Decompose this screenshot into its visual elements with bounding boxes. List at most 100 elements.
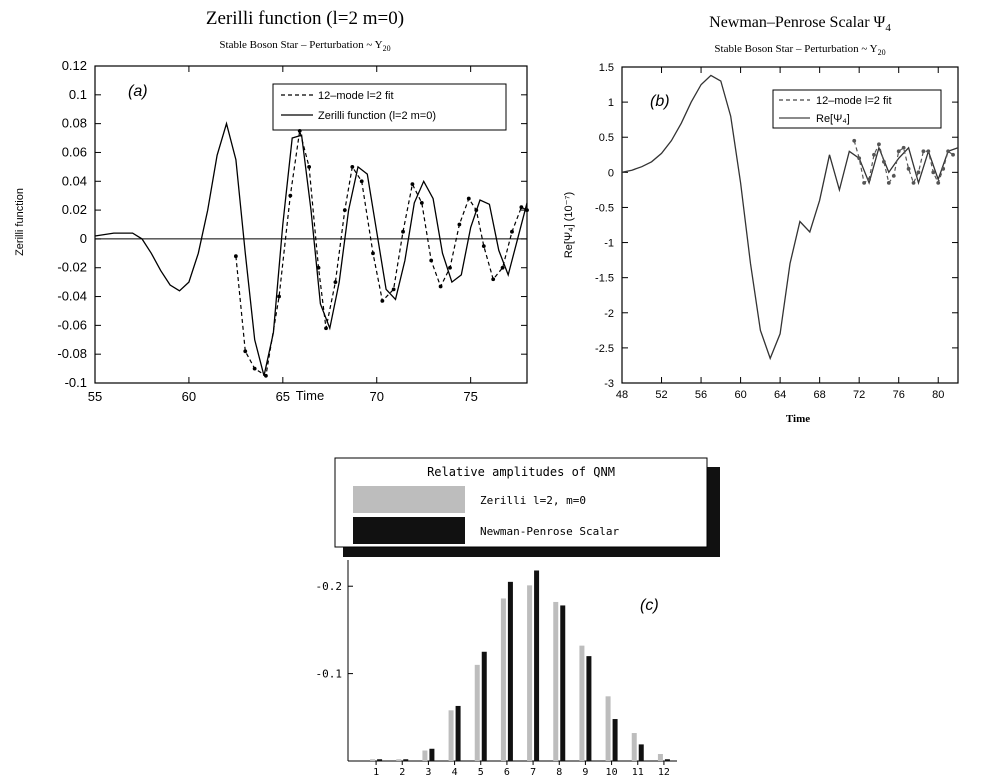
panel-b-fit-point xyxy=(901,145,906,150)
panel-b-x-tick-label: 60 xyxy=(734,389,746,401)
panel-a-fit-point xyxy=(429,258,434,263)
panel-a-y-tick-label: 0.02 xyxy=(62,202,87,217)
panel-c-x-tick-label: 1 xyxy=(373,767,379,778)
panel-a-fit-point xyxy=(525,208,529,212)
panel-c-legend-zerilli-label: Zerilli l=2, m=0 xyxy=(480,494,586,507)
panel-c-x-tick-label: 8 xyxy=(556,767,562,778)
panel-a-fit-point xyxy=(316,265,321,270)
panel-b-y-tick-label: -2.5 xyxy=(595,343,614,355)
panel-c-legend-title: Relative amplitudes of QNM xyxy=(427,465,615,479)
panel-b-legend-fit-label: 12–mode l=2 fit xyxy=(816,95,892,107)
panel-a-fit-point xyxy=(307,164,312,169)
panel-a-y-tick-label: 0.12 xyxy=(62,58,87,73)
panel-a-fit-point xyxy=(419,200,424,205)
panel-a-y-tick-label: 0.04 xyxy=(62,173,87,188)
panel-a-legend-fit-label: 12–mode l=2 fit xyxy=(318,90,394,102)
panel-c-bar-zerilli xyxy=(553,601,559,761)
panel-a-fit-point xyxy=(401,229,405,234)
panel-a-series-main-line xyxy=(94,121,528,376)
panel-c-x-tick-label: 2 xyxy=(399,767,405,778)
panel-c-legend-np-label: Newman-Penrose Scalar xyxy=(480,525,619,538)
panel-c-bar-zerilli xyxy=(631,733,637,761)
panel-c-bar-newman-penrose xyxy=(534,570,540,761)
panel-b-y-axis-label: Re[Ψ₄] (10⁻⁷) xyxy=(563,192,575,258)
panel-a-fit-point xyxy=(474,208,479,212)
panel-a-plot-frame xyxy=(94,65,528,384)
panel-a-fit-point xyxy=(288,193,293,198)
panel-b-y-tick-label: -1 xyxy=(604,238,614,250)
panel-a-x-tick-label: 70 xyxy=(370,389,384,404)
panel-c-bar-newman-penrose xyxy=(612,719,618,761)
panel-a-fit-point xyxy=(457,222,462,227)
panel-b-series-fit-line xyxy=(853,140,954,185)
panel-a-fit-point xyxy=(252,366,257,371)
panel-b-fit-point xyxy=(951,152,955,157)
panel-c-bar-zerilli xyxy=(527,585,533,761)
panel-a-y-tick-label: -0.06 xyxy=(57,317,87,332)
panel-c-bar-zerilli xyxy=(396,759,402,761)
panel-b-y-tick-label: 0.5 xyxy=(599,132,614,144)
panel-b-fit-point xyxy=(877,142,881,147)
panel-a-fit-point xyxy=(277,294,281,299)
panel-b-plot-frame xyxy=(621,66,959,384)
panel-b-fit-point xyxy=(936,180,941,185)
panel-b-x-tick-label: 80 xyxy=(932,389,944,401)
panel-a-y-axis-label: Zerilli function xyxy=(14,188,26,256)
panel-b-fit-point xyxy=(941,166,946,171)
panel-b-title: Newman–Penrose Scalar Ψ4 xyxy=(709,14,891,34)
panel-b-fit-point xyxy=(906,166,911,171)
panel-c-bar-newman-penrose xyxy=(638,744,644,761)
panel-a-fit-point xyxy=(297,128,302,133)
panel-a-fit-point xyxy=(324,326,328,331)
panel-b-fit-point xyxy=(862,180,867,185)
panel-c-x-tick-label: 3 xyxy=(425,767,431,778)
panel-b-y-tick-label: -2 xyxy=(604,308,614,320)
panel-a-x-tick-label: 55 xyxy=(88,389,102,404)
panel-c-bar-zerilli xyxy=(657,754,663,761)
panel-c-bar-newman-penrose xyxy=(481,651,487,761)
panel-b-x-tick-label: 76 xyxy=(893,389,905,401)
panel-b-x-tick-label: 72 xyxy=(853,389,865,401)
panel-b-y-tick-label: -1.5 xyxy=(595,273,614,285)
panel-a-y-tick-label: -0.08 xyxy=(57,346,87,361)
panel-a-x-tick-label: 65 xyxy=(276,389,290,404)
panel-a-y-tick-label: 0.1 xyxy=(69,87,87,102)
panel-b-series-main-line xyxy=(621,74,959,361)
panel-b-label: (b) xyxy=(650,93,670,110)
panel-c-bar-zerilli xyxy=(605,696,611,761)
panel-b-x-tick-label: 68 xyxy=(814,389,826,401)
panel-a-fit-point xyxy=(243,349,248,354)
panel-b-legend-box xyxy=(772,89,942,129)
panel-b-fit-point xyxy=(911,180,916,185)
panel-c-x-tick-label: 7 xyxy=(530,767,536,778)
panel-a-fit-point xyxy=(371,251,375,256)
panel-a-fit-point xyxy=(519,205,524,210)
panel-c-legend-zerilli-swatch xyxy=(353,486,465,513)
panel-b-fit-point xyxy=(867,177,871,182)
panel-b-legend-psi-label: Re[Ψ₄] xyxy=(816,113,850,125)
panel-b-fit-point xyxy=(872,152,876,157)
panel-b-fit-point xyxy=(881,159,886,164)
panel-a-title: Zerilli function (l=2 m=0) xyxy=(206,8,404,29)
panel-b-fit-point xyxy=(916,170,921,175)
panel-c-bar-zerilli xyxy=(422,750,428,761)
panel-a-fit-point xyxy=(466,196,471,201)
panel-c-bar-newman-penrose xyxy=(377,759,383,761)
panel-c-bar-zerilli xyxy=(474,664,480,761)
panel-a-fit-point xyxy=(410,182,415,187)
panel-c-bar-newman-penrose xyxy=(403,759,409,761)
panel-a-y-tick-label: -0.02 xyxy=(57,260,87,275)
panel-c-x-tick-label: 10 xyxy=(606,767,618,778)
panel-b-y-tick-label: -0.5 xyxy=(595,202,614,214)
panel-c-bar-zerilli xyxy=(448,710,454,761)
panel-b-subtitle: Stable Boson Star – Perturbation ~ Y20 xyxy=(714,43,885,57)
panel-c-bar-zerilli xyxy=(370,759,376,761)
panel-b-y-tick-label: 1 xyxy=(608,97,614,109)
panel-a-fit-point xyxy=(333,280,338,285)
panel-a-label: (a) xyxy=(128,83,148,100)
panel-b-fit-point xyxy=(896,149,901,154)
panel-c-bar-newman-penrose xyxy=(429,748,435,761)
panel-c-bar-newman-penrose xyxy=(664,759,670,761)
panel-a-y-tick-label: 0 xyxy=(80,231,87,246)
panel-a-fit-point xyxy=(491,277,496,282)
